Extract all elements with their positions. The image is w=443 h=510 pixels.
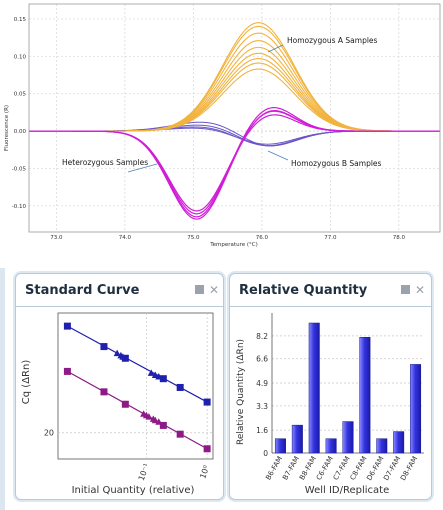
- sc-y-tick-label: 20: [44, 429, 54, 438]
- rq-bar: [274, 438, 286, 454]
- annotation-homozygous-a: Homozygous A Samples: [287, 36, 378, 45]
- sc-unknown-point: [155, 418, 163, 425]
- sc-unknown-point: [155, 373, 163, 380]
- x-tick-label: 75.0: [187, 235, 200, 241]
- standard-curve-title: Standard Curve: [25, 283, 140, 298]
- y-tick-label: -0.05: [12, 166, 27, 172]
- sc-standard-point: [203, 398, 211, 406]
- panel-divider: [230, 306, 431, 307]
- sc-unknown-point: [119, 353, 127, 360]
- maximize-icon[interactable]: [401, 285, 410, 294]
- sc-standard-point: [100, 343, 108, 351]
- homozygous-a-curve: [29, 25, 440, 132]
- panel-divider: [16, 306, 223, 307]
- sc-unknown-point: [147, 369, 155, 376]
- left-edge-strip: [0, 268, 5, 510]
- rq-bar: [325, 438, 337, 454]
- relative-quantity-title: Relative Quantity: [239, 283, 368, 298]
- rq-bar: [359, 337, 371, 454]
- homozygous-a-curve: [29, 46, 440, 132]
- close-icon[interactable]: ✕: [415, 283, 426, 297]
- homozygous-b-curve: [29, 121, 440, 147]
- standard-curve-chart: 20 10⁻¹ 10⁰ Initial Quantity (relative) Cq…: [21, 312, 214, 496]
- rq-x-axis-label: Well ID/Replicate: [305, 485, 389, 496]
- y-tick-label: 0.00: [14, 129, 27, 135]
- melt-axes: [28, 3, 441, 233]
- sc-plot-frame: [57, 312, 214, 460]
- annotation-heterozygous: Heterozygous Samples: [62, 158, 148, 167]
- sc-x-tick-label: 10⁻¹: [137, 462, 151, 482]
- x-axis-label: Temperature (°C): [209, 242, 257, 248]
- melt-grid: [29, 4, 440, 232]
- relative-quantity-chart: 01.63.34.96.68.2B6-FAMB7-FAMB8-FAMC6-FAM…: [236, 313, 424, 496]
- relative-quantity-panel: Relative Quantity ✕ 0 1.6 3.3 4.9 6.6 8.2 B6-F…: [229, 273, 432, 500]
- sc-standard-point: [63, 367, 71, 375]
- melt-plot-frame: [28, 3, 441, 233]
- rq-y-tick-label: 6.6: [256, 355, 268, 364]
- rq-bar: [376, 438, 388, 454]
- y-tick-label: -0.10: [12, 204, 27, 210]
- y-axis-label: Fluorescence (R): [4, 105, 10, 151]
- rq-bar: [410, 364, 422, 454]
- x-tick-label: 74.0: [119, 235, 132, 241]
- rq-y-axis-label: Relative Quantity (ΔRn): [236, 339, 246, 445]
- sc-standard-point: [63, 322, 71, 330]
- sc-fit-line: [67, 370, 208, 450]
- homozygous-b-curve: [29, 124, 440, 147]
- homozygous-a-curve: [29, 40, 440, 132]
- melt-ticks: 73.0 74.0 75.0 76.0 77.0 78.0 0.15 0.10 0.05 0.00…: [12, 17, 406, 241]
- x-tick-label: 78.0: [393, 235, 406, 241]
- melt-curve-chart: 73.0 74.0 75.0 76.0 77.0 78.0 0.15 0.10 0.05 0.00…: [4, 3, 441, 248]
- standard-curve-panel: Standard Curve ✕ 20 10⁻¹ 10⁰ Initial Quant…: [15, 273, 224, 500]
- sc-standard-point: [100, 388, 108, 396]
- x-tick-label: 76.0: [256, 235, 269, 241]
- rq-y-tick-label: 3.3: [256, 402, 268, 411]
- y-tick-label: 0.05: [14, 92, 27, 98]
- sc-standard-point: [159, 421, 167, 429]
- sc-x-axis-label: Initial Quantity (relative): [72, 485, 195, 496]
- rq-bar: [308, 322, 320, 454]
- sc-standard-point: [121, 400, 129, 408]
- close-icon[interactable]: ✕: [209, 283, 220, 297]
- sc-unknown-point: [113, 349, 121, 357]
- annotation-arrow-homa: [267, 44, 284, 53]
- rq-y-tick-label: 0: [263, 449, 268, 458]
- sc-y-axis-label: Cq (ΔRn): [21, 360, 32, 405]
- sc-unknown-point: [145, 413, 153, 420]
- rq-bar: [393, 431, 405, 454]
- y-tick-label: 0.15: [14, 17, 27, 23]
- maximize-icon[interactable]: [195, 285, 204, 294]
- annotation-arrow-het: [127, 163, 158, 173]
- sc-standard-point: [176, 430, 184, 438]
- x-tick-label: 73.0: [50, 235, 63, 241]
- rq-bar: [342, 421, 354, 454]
- annotation-homozygous-b: Homozygous B Samples: [291, 159, 382, 168]
- melt-curves: [29, 22, 440, 220]
- y-tick-label: 0.10: [14, 54, 27, 60]
- sc-standard-point: [203, 445, 211, 453]
- sc-standard-point: [159, 375, 167, 383]
- rq-y-tick-label: 8.2: [256, 332, 268, 341]
- heterozygous-curve: [29, 114, 440, 212]
- rq-y-tick-label: 1.6: [256, 426, 268, 435]
- x-tick-label: 77.0: [324, 235, 337, 241]
- rq-bar: [291, 424, 303, 454]
- annotation-arrow-homb: [267, 150, 289, 161]
- sc-fit-line: [67, 325, 208, 403]
- sc-standard-point: [176, 383, 184, 391]
- homozygous-a-curve: [29, 68, 440, 132]
- sc-x-tick-label: 10⁰: [198, 464, 211, 480]
- rq-y-tick-label: 4.9: [256, 379, 268, 388]
